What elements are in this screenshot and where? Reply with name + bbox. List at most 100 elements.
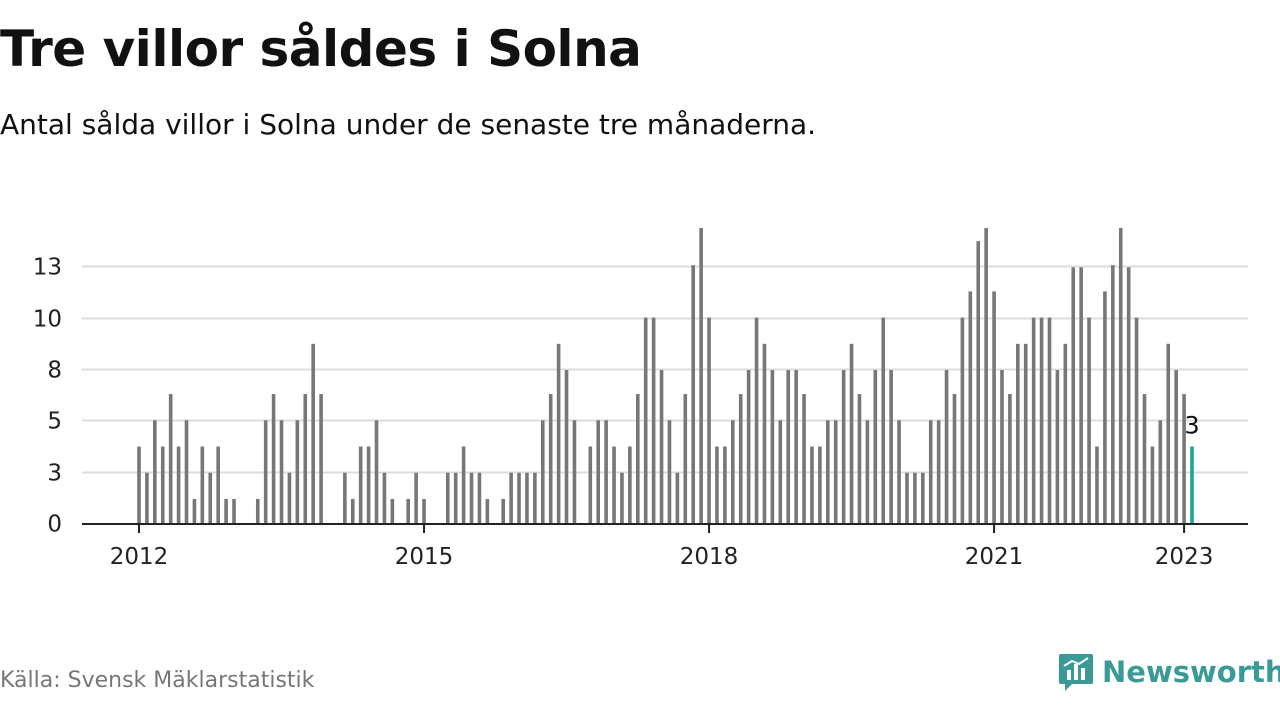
bar — [137, 446, 141, 523]
bar — [802, 394, 806, 523]
bar — [944, 370, 949, 523]
bar — [477, 472, 482, 523]
bar — [224, 498, 228, 523]
source-note: Källa: Svensk Mäklarstatistik — [0, 668, 315, 693]
bar — [1000, 370, 1004, 523]
x-tick-label: 2012 — [110, 544, 169, 570]
chart-title: Tre villor såldes i Solna — [0, 20, 642, 78]
bar — [865, 420, 870, 523]
bar — [548, 394, 553, 523]
bar-chart: 0 3 5 8 10 13 2012 2015 2018 2021 2023 3 — [33, 228, 1248, 570]
highlight-value-label: 3 — [1184, 412, 1199, 440]
bar — [921, 472, 925, 523]
bar — [968, 291, 973, 523]
bar — [588, 446, 593, 523]
bar — [1150, 446, 1155, 523]
bar — [1134, 317, 1139, 523]
bar — [232, 498, 236, 523]
x-tick-label: 2023 — [1155, 544, 1214, 570]
bar — [691, 265, 696, 523]
bar — [572, 420, 577, 523]
bar — [192, 498, 197, 523]
bar — [738, 394, 743, 523]
bar — [992, 291, 996, 523]
bar — [1142, 394, 1147, 523]
bar — [1111, 265, 1115, 523]
bar — [952, 394, 957, 523]
bar — [303, 394, 308, 523]
bar — [461, 446, 466, 523]
bar — [1166, 343, 1171, 523]
bar — [612, 446, 616, 523]
bar — [184, 420, 189, 523]
bar — [707, 317, 711, 523]
bar — [754, 317, 759, 523]
bar — [604, 420, 608, 523]
bar — [731, 420, 735, 523]
bar — [786, 370, 791, 523]
bar — [699, 228, 703, 523]
x-tick-label: 2015 — [395, 544, 454, 570]
bar — [358, 446, 363, 523]
y-tick-label: 10 — [33, 307, 62, 333]
y-tick-label: 13 — [33, 255, 62, 281]
bar — [525, 472, 529, 523]
bar — [469, 472, 474, 523]
logo-text: Newsworthy — [1102, 655, 1280, 689]
bar — [628, 446, 632, 523]
bar — [833, 420, 838, 523]
bar — [145, 472, 149, 523]
bar — [1103, 291, 1107, 523]
bar — [255, 498, 260, 523]
bar — [928, 420, 933, 523]
bar — [564, 370, 569, 523]
bars — [137, 228, 1194, 524]
bar — [343, 472, 347, 523]
bar — [1071, 267, 1076, 523]
bar — [1063, 343, 1068, 523]
bar — [913, 472, 917, 523]
y-tick-label: 3 — [47, 461, 62, 487]
bar — [841, 370, 846, 523]
bar — [873, 370, 878, 523]
bar — [881, 317, 886, 523]
bar — [897, 420, 901, 523]
bar — [485, 498, 490, 523]
bar — [445, 472, 450, 523]
bar — [770, 370, 775, 523]
bar — [818, 446, 822, 523]
bar — [620, 472, 624, 523]
bar — [509, 472, 513, 523]
bar — [635, 394, 640, 523]
bar — [905, 472, 909, 523]
bar — [382, 472, 387, 523]
bar — [659, 370, 664, 523]
y-tick-label: 0 — [47, 512, 62, 538]
bar — [501, 498, 505, 523]
bar — [279, 420, 284, 523]
bar — [1016, 343, 1020, 523]
bar-highlight — [1190, 446, 1194, 523]
bar — [216, 446, 220, 523]
chart-subtitle: Antal sålda villor i Solna under de sena… — [0, 108, 817, 141]
bar — [453, 472, 458, 523]
bar — [778, 420, 783, 523]
bar — [976, 241, 981, 524]
bar — [715, 446, 719, 523]
y-tick-label: 5 — [47, 409, 62, 435]
bar — [1087, 317, 1091, 523]
bar — [1047, 317, 1052, 523]
bar — [794, 370, 798, 523]
bar — [1023, 343, 1028, 523]
axes: 0 3 5 8 10 13 2012 2015 2018 2021 2023 3 — [33, 255, 1248, 570]
bar — [723, 446, 727, 523]
bar — [667, 420, 672, 523]
bar — [683, 394, 688, 523]
bar — [1031, 317, 1036, 523]
bar — [311, 343, 315, 523]
bar — [596, 420, 600, 523]
bar — [271, 394, 276, 523]
bar — [200, 446, 205, 523]
bar — [422, 498, 426, 523]
bar — [984, 228, 988, 523]
